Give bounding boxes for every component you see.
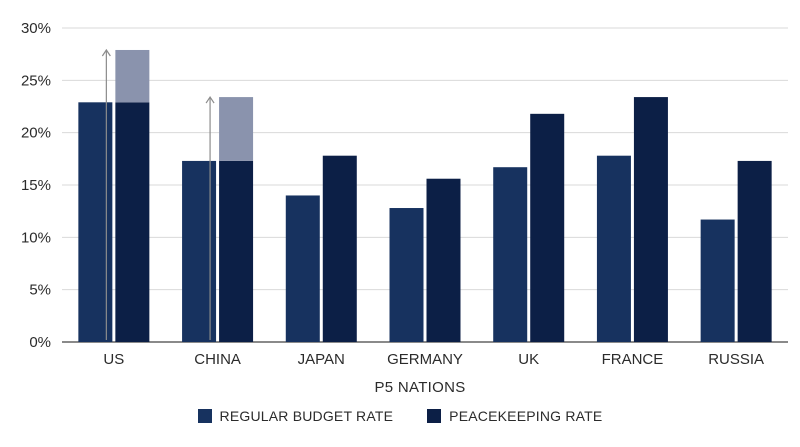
legend-label-regular-budget: REGULAR BUDGET RATE xyxy=(219,408,394,424)
legend-item-regular-budget: REGULAR BUDGET RATE xyxy=(197,408,394,424)
x-tick-label-japan: JAPAN xyxy=(298,351,345,368)
y-tick-label: 15% xyxy=(21,177,51,194)
legend-label-peacekeeping: PEACEKEEPING RATE xyxy=(449,408,603,424)
bar-regular-budget-germany xyxy=(389,208,424,342)
gridlines xyxy=(62,27,788,343)
legend-swatch-peacekeeping xyxy=(427,409,442,423)
bar-regular-budget-japan xyxy=(285,195,320,342)
bar-peacekeeping-china xyxy=(219,160,254,342)
peacekeeping-increase-us xyxy=(115,49,150,103)
legend-swatch-regular-budget xyxy=(197,409,212,423)
bar-peacekeeping-russia xyxy=(737,160,772,342)
y-tick-label: 25% xyxy=(21,72,51,89)
y-tick-label: 0% xyxy=(29,334,51,351)
x-tick-label-russia: RUSSIA xyxy=(708,351,764,368)
bar-peacekeeping-uk xyxy=(530,113,565,343)
bar-regular-budget-france xyxy=(596,155,631,342)
y-tick-label: 20% xyxy=(21,125,51,142)
bar-chart: 0%5%10%15%20%25%30% US CHINA JAPAN GERMANY U… xyxy=(21,20,788,396)
x-axis-ticks: US CHINA JAPAN GERMANY UK FRANCE RUSSIA xyxy=(103,351,764,368)
bar-peacekeeping-japan xyxy=(322,155,357,342)
x-tick-label-germany: GERMANY xyxy=(387,351,463,368)
bar-regular-budget-china xyxy=(182,160,217,342)
increase-arrowhead-china xyxy=(205,95,215,104)
x-tick-label-us: US xyxy=(103,351,124,368)
bar-peacekeeping-france xyxy=(633,97,668,342)
legend: REGULAR BUDGET RATE PEACEKEEPING RATE xyxy=(0,408,800,424)
x-tick-label-uk: UK xyxy=(518,351,539,368)
x-tick-label-china: CHINA xyxy=(194,351,241,368)
increase-arrowhead-us xyxy=(101,48,111,57)
bar-peacekeeping-germany xyxy=(426,178,461,342)
x-tick-label-france: FRANCE xyxy=(602,351,664,368)
x-axis-title: P5 NATIONS xyxy=(374,379,465,396)
y-axis-ticks: 0% 5% 10% 15% 20% 25% 30% xyxy=(21,20,51,351)
bar-regular-budget-russia xyxy=(700,219,735,342)
bar-regular-budget-uk xyxy=(493,167,528,342)
bar-regular-budget-us xyxy=(78,102,113,343)
bars xyxy=(78,48,772,343)
y-tick-label: 30% xyxy=(21,20,51,37)
legend-item-peacekeeping: PEACEKEEPING RATE xyxy=(427,408,602,424)
bar-peacekeeping-us xyxy=(115,102,150,343)
y-tick-label: 5% xyxy=(29,282,51,299)
peacekeeping-increase-china xyxy=(219,97,254,161)
y-tick-label: 10% xyxy=(21,229,51,246)
